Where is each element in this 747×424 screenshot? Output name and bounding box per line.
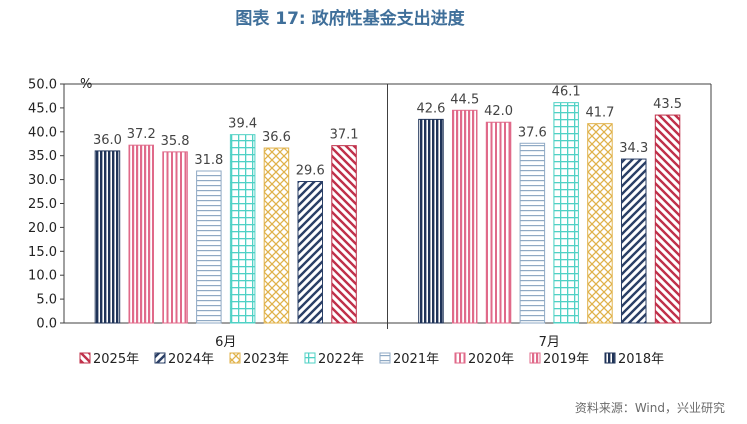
legend-label: 2023年 <box>243 352 289 367</box>
source-note: 资料来源：Wind，兴业研究 <box>574 401 725 415</box>
data-label: 34.3 <box>619 141 648 156</box>
legend-swatch <box>229 352 241 364</box>
bar-2022年-6月 <box>229 134 256 324</box>
data-label: 41.7 <box>585 106 614 121</box>
bar-2024年-6月 <box>297 181 323 324</box>
data-label: 43.5 <box>653 97 682 112</box>
chart-axes: 0.0 5.0 10.0 15.0 20.0 25.0 30.0 35.0 40.0 45.0 50… <box>28 77 712 332</box>
bar-2023年-7月 <box>587 123 613 324</box>
y-tick-label: 0.0 <box>36 317 57 332</box>
y-axis-unit: % <box>80 77 92 92</box>
legend-label: 2024年 <box>168 352 214 367</box>
data-label: 46.1 <box>552 85 581 100</box>
chart-bars <box>94 102 681 324</box>
data-label: 31.8 <box>194 153 223 168</box>
data-label: 42.0 <box>484 104 513 119</box>
legend-label: 2020年 <box>468 352 514 367</box>
data-label: 29.6 <box>296 164 325 179</box>
data-label: 39.4 <box>228 117 257 132</box>
data-label: 36.6 <box>262 130 291 145</box>
legend-label: 2021年 <box>393 352 439 367</box>
bar-2024年-7月 <box>621 158 647 324</box>
bar-2018年-7月 <box>418 118 444 324</box>
data-label: 35.8 <box>161 134 190 149</box>
y-tick-label: 5.0 <box>36 293 57 308</box>
legend-label: 2019年 <box>543 352 589 367</box>
y-tick-label: 35.0 <box>28 149 57 164</box>
data-label: 42.6 <box>416 101 445 116</box>
y-tick-label: 40.0 <box>28 125 57 140</box>
data-label: 37.6 <box>518 125 547 140</box>
y-tick-label: 10.0 <box>28 269 57 284</box>
bar-2021年-7月 <box>519 142 546 324</box>
y-tick-label: 25.0 <box>28 197 57 212</box>
legend-swatch <box>79 352 91 364</box>
data-label: 44.5 <box>450 92 479 107</box>
legend-label: 2018年 <box>618 352 664 367</box>
legend-swatch <box>454 352 466 364</box>
legend-swatch <box>379 352 391 364</box>
data-label: 36.0 <box>93 133 122 148</box>
legend-swatch <box>529 352 541 364</box>
x-category-label: 7月 <box>539 335 560 350</box>
chart-legend: 2025年 2024年 2023年 2022年 2021年 2020年 2019年 2018年 <box>79 352 664 367</box>
bar-2020年-6月 <box>162 151 188 324</box>
bar-2025年-6月 <box>331 145 357 324</box>
legend-swatch <box>304 352 316 364</box>
legend-swatch <box>154 352 166 364</box>
bar-2022年-7月 <box>553 102 579 324</box>
y-tick-label: 15.0 <box>28 245 57 260</box>
chart-data-labels: 36.0 37.2 35.8 31.8 39.4 36.6 29.6 37.1 6月 42.6 44… <box>93 85 682 350</box>
x-category-label: 6月 <box>215 335 236 350</box>
y-tick-label: 20.0 <box>28 221 57 236</box>
bar-2018年-6月 <box>94 150 121 324</box>
y-tick-label: 30.0 <box>28 173 57 188</box>
bar-2019年-7月 <box>452 109 478 324</box>
legend-label: 2025年 <box>93 352 139 367</box>
y-tick-label: 45.0 <box>28 101 57 116</box>
data-label: 37.1 <box>330 128 359 143</box>
bar-2021年-6月 <box>196 170 222 324</box>
chart-title: 图表 17: 政府性基金支出进度 <box>235 9 465 29</box>
bar-2025年-7月 <box>654 114 681 324</box>
bar-2023年-6月 <box>263 147 290 324</box>
data-label: 37.2 <box>127 127 156 142</box>
legend-swatch <box>604 352 616 364</box>
legend-label: 2022年 <box>318 352 364 367</box>
bar-2019年-6月 <box>128 144 154 324</box>
bar-2020年-7月 <box>485 121 512 324</box>
y-tick-label: 50.0 <box>28 78 57 93</box>
